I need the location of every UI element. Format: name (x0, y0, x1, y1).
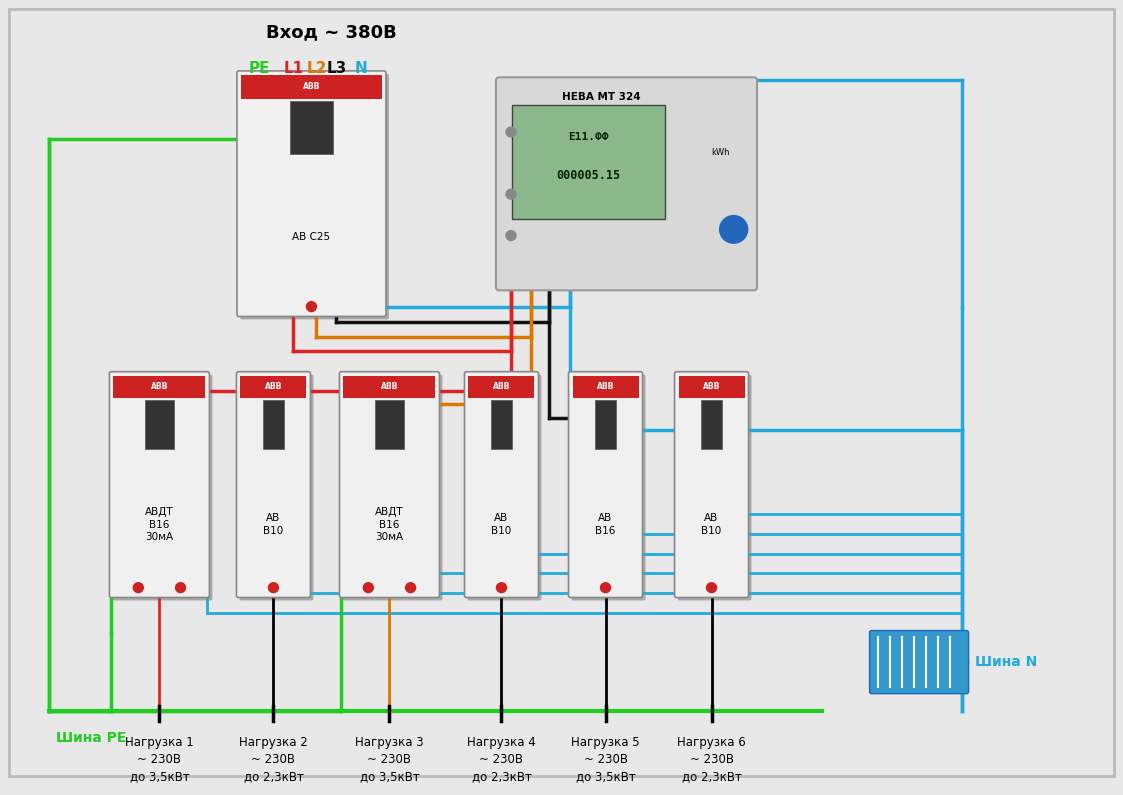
Circle shape (175, 583, 185, 592)
FancyBboxPatch shape (572, 374, 646, 600)
Bar (678, 375, 745, 398)
Bar (573, 375, 639, 398)
Text: Нагрузка 6
~ 230В
до 2,3кВт: Нагрузка 6 ~ 230В до 2,3кВт (677, 736, 746, 783)
Text: АВДТ
В16
30мА: АВДТ В16 30мА (375, 507, 404, 542)
Text: Шина N: Шина N (975, 655, 1037, 669)
Text: АВ
В10: АВ В10 (702, 514, 722, 536)
Bar (241, 75, 382, 99)
Text: PE: PE (248, 61, 271, 76)
Text: 000005.15: 000005.15 (556, 169, 620, 182)
FancyBboxPatch shape (869, 630, 968, 694)
Text: АВ
В10: АВ В10 (492, 514, 512, 536)
Circle shape (601, 583, 611, 592)
FancyBboxPatch shape (339, 372, 439, 598)
Bar (701, 400, 722, 448)
Circle shape (506, 189, 515, 199)
FancyBboxPatch shape (677, 374, 751, 600)
Text: Нагрузка 3
~ 230В
до 3,5кВт: Нагрузка 3 ~ 230В до 3,5кВт (355, 736, 423, 783)
Bar (240, 375, 307, 398)
FancyBboxPatch shape (496, 77, 757, 290)
FancyBboxPatch shape (237, 372, 310, 598)
Text: Нагрузка 2
~ 230В
до 2,3кВт: Нагрузка 2 ~ 230В до 2,3кВт (239, 736, 308, 783)
Text: kWh: kWh (712, 148, 730, 157)
Bar (145, 400, 174, 448)
Text: ABB: ABB (150, 382, 168, 391)
Text: Е11.ФФ: Е11.ФФ (568, 132, 609, 142)
FancyBboxPatch shape (465, 372, 539, 598)
Circle shape (706, 583, 716, 592)
Text: ABB: ABB (303, 83, 320, 91)
Circle shape (364, 583, 373, 592)
Text: ABB: ABB (381, 382, 399, 391)
FancyBboxPatch shape (675, 372, 749, 598)
Bar (344, 375, 436, 398)
Text: АВ
В10: АВ В10 (263, 514, 284, 536)
Circle shape (268, 583, 279, 592)
Bar (595, 400, 617, 448)
Text: L1: L1 (283, 61, 303, 76)
Text: ABB: ABB (596, 382, 614, 391)
FancyBboxPatch shape (240, 74, 389, 320)
Bar (491, 400, 512, 448)
Circle shape (405, 583, 416, 592)
FancyBboxPatch shape (112, 374, 212, 600)
Bar (375, 400, 404, 448)
Text: НЕВА МТ 324: НЕВА МТ 324 (562, 92, 640, 102)
Bar (290, 101, 334, 154)
Text: АВДТ
В16
30мА: АВДТ В16 30мА (145, 507, 174, 542)
FancyBboxPatch shape (239, 374, 313, 600)
Text: L2: L2 (307, 61, 327, 76)
Circle shape (506, 231, 515, 241)
Bar (113, 375, 206, 398)
Circle shape (496, 583, 506, 592)
Text: Вход ~ 380В: Вход ~ 380В (266, 23, 396, 41)
Text: N: N (355, 61, 368, 76)
Circle shape (720, 215, 748, 243)
Circle shape (307, 301, 317, 312)
Text: Нагрузка 1
~ 230В
до 3,5кВт: Нагрузка 1 ~ 230В до 3,5кВт (125, 736, 194, 783)
Text: Нагрузка 4
~ 230В
до 2,3кВт: Нагрузка 4 ~ 230В до 2,3кВт (467, 736, 536, 783)
FancyBboxPatch shape (568, 372, 642, 598)
FancyBboxPatch shape (467, 374, 541, 600)
Circle shape (506, 127, 515, 137)
Bar (512, 105, 665, 219)
Bar (263, 400, 284, 448)
Text: Нагрузка 5
~ 230В
до 3,5кВт: Нагрузка 5 ~ 230В до 3,5кВт (572, 736, 640, 783)
Circle shape (134, 583, 144, 592)
Text: ABB: ABB (703, 382, 720, 391)
FancyBboxPatch shape (9, 10, 1114, 777)
Text: ABB: ABB (493, 382, 510, 391)
Bar (468, 375, 535, 398)
Text: Шина РЕ: Шина РЕ (56, 731, 127, 745)
Text: L3: L3 (327, 61, 347, 76)
FancyBboxPatch shape (237, 71, 386, 316)
Text: АВ С25: АВ С25 (292, 232, 330, 242)
FancyBboxPatch shape (343, 374, 442, 600)
Text: ABB: ABB (265, 382, 282, 391)
Text: АВ
В16: АВ В16 (595, 514, 615, 536)
FancyBboxPatch shape (109, 372, 209, 598)
